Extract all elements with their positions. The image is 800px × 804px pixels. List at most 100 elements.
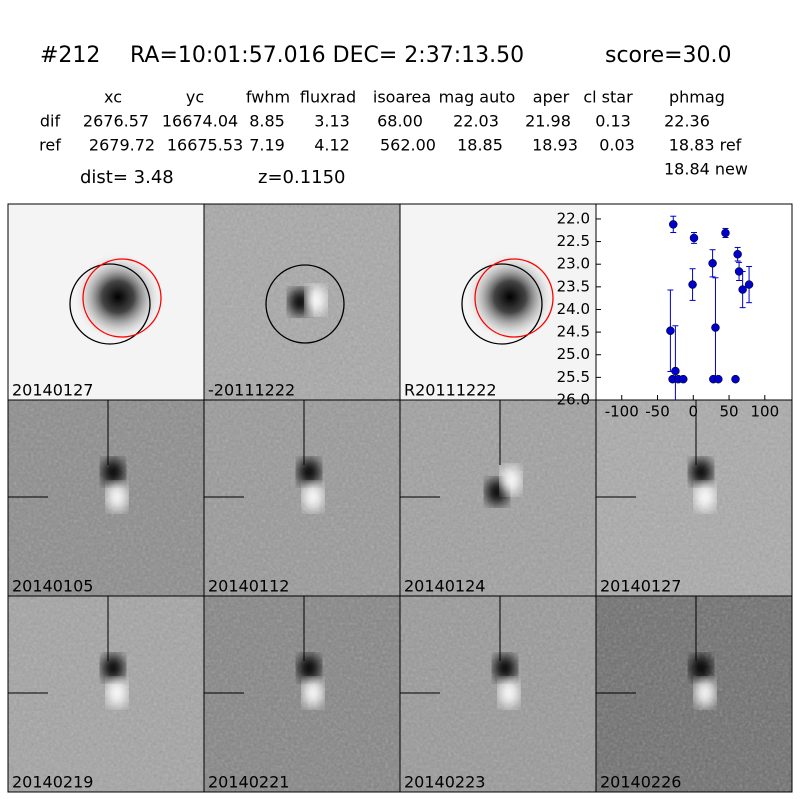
table-cell: 2679.72	[89, 136, 155, 155]
dipole-neg	[494, 655, 516, 681]
panel-border	[595, 595, 793, 793]
table-cell: 0.13	[595, 112, 631, 131]
panel-label: 20140223	[404, 773, 485, 792]
noise	[8, 596, 204, 792]
aperture	[82, 258, 162, 338]
image-panel: 20140223	[399, 595, 597, 793]
y-tick-label: 24.5	[557, 323, 590, 341]
score: score=30.0	[605, 43, 732, 68]
table-cell: 21.98	[525, 112, 571, 131]
new-mag: 18.84 new	[664, 160, 748, 179]
image-panel: 20140127	[595, 399, 793, 597]
point	[744, 280, 754, 289]
y-tick-label: 26.0	[557, 391, 590, 409]
coordinates: RA=10:01:57.016 DEC= 2:37:13.50	[130, 43, 524, 68]
image	[204, 596, 400, 792]
point	[708, 259, 717, 268]
panel-label: 20140127	[600, 577, 681, 596]
image	[400, 596, 596, 792]
x-tick-label: -50	[645, 403, 670, 421]
dipole-neg	[298, 459, 320, 485]
y-tick-label: 25.0	[557, 345, 590, 363]
table-cell: 68.00	[377, 112, 423, 131]
dipole-pos	[107, 679, 127, 707]
image-panel: 20140219	[7, 595, 205, 793]
point	[738, 285, 747, 294]
table-cell: 4.12	[314, 136, 350, 155]
dipole-pos	[499, 679, 519, 707]
dipole-pos	[695, 483, 715, 511]
image	[596, 400, 792, 596]
dipole-neg	[102, 655, 124, 681]
point	[671, 366, 680, 376]
panel-label: 20140127	[12, 381, 93, 400]
dipole-pos	[501, 466, 521, 494]
galaxy	[73, 252, 163, 342]
noise	[8, 400, 204, 596]
y-tick-label: 23.5	[557, 277, 590, 295]
y-tick-label: 23.0	[557, 255, 590, 273]
dipole-neg	[298, 655, 320, 681]
image-panel: R20111222	[399, 203, 597, 401]
distance: dist= 3.48	[80, 167, 174, 188]
dipole-pos	[303, 483, 323, 511]
column-header: isoarea	[373, 88, 431, 107]
panel-label: R20111222	[404, 381, 497, 400]
x-tick-label: 0	[689, 403, 699, 421]
table-cell: 8.85	[249, 112, 285, 131]
column-header: fluxrad	[300, 88, 356, 107]
table-cell: 18.85	[457, 136, 503, 155]
table-cell: 0.03	[599, 136, 635, 155]
point	[688, 280, 697, 289]
table-cell: 562.00	[380, 136, 436, 155]
image-panel: 20140226	[595, 595, 793, 793]
column-header: aper	[533, 88, 570, 107]
aperture	[461, 263, 543, 345]
panel-label: 20140112	[208, 577, 289, 596]
y-tick-label: 24.0	[557, 300, 590, 318]
x-tick-label: -100	[605, 403, 639, 421]
aperture	[265, 264, 345, 344]
image-panel: 20140105	[7, 399, 205, 597]
point	[669, 220, 678, 229]
table-cell: 22.03	[453, 112, 499, 131]
image	[204, 400, 400, 596]
point	[689, 233, 699, 243]
point	[711, 323, 720, 332]
dipole-neg	[690, 655, 712, 681]
table-cell: 2676.57	[83, 112, 149, 131]
column-header: phmag	[669, 88, 725, 107]
image-panel: 20140124	[399, 399, 597, 597]
dipole-pos	[306, 286, 326, 314]
point	[731, 374, 740, 384]
dipole-neg	[289, 289, 311, 315]
noise	[204, 400, 400, 596]
column-header: xc	[104, 88, 122, 107]
noise	[400, 596, 596, 792]
x-tick-label: 50	[720, 403, 739, 421]
image-panel: 20140112	[203, 399, 401, 597]
dipole-pos	[695, 679, 715, 707]
table-cell: 16674.04	[162, 112, 238, 131]
point	[666, 326, 675, 335]
image	[400, 400, 596, 596]
table-cell: 22.36	[664, 112, 710, 131]
dipole-pos	[303, 679, 323, 707]
y-tick-label: 22.5	[557, 232, 590, 250]
dipole-neg	[690, 459, 712, 485]
table-cell: 16675.53	[167, 136, 243, 155]
image-panel: -20111222	[203, 203, 401, 401]
image	[400, 204, 596, 400]
column-header: mag auto	[439, 88, 516, 107]
image	[8, 400, 204, 596]
noise	[596, 400, 792, 596]
panel-label: 20140124	[404, 577, 485, 596]
table-cell: 7.19	[249, 136, 285, 155]
table-cell: 18.83 ref	[669, 136, 742, 155]
table-cell: 3.13	[314, 112, 350, 131]
x-tick-label: 100	[750, 403, 779, 421]
image-panel: 20140127	[7, 203, 205, 401]
aperture	[474, 258, 554, 338]
